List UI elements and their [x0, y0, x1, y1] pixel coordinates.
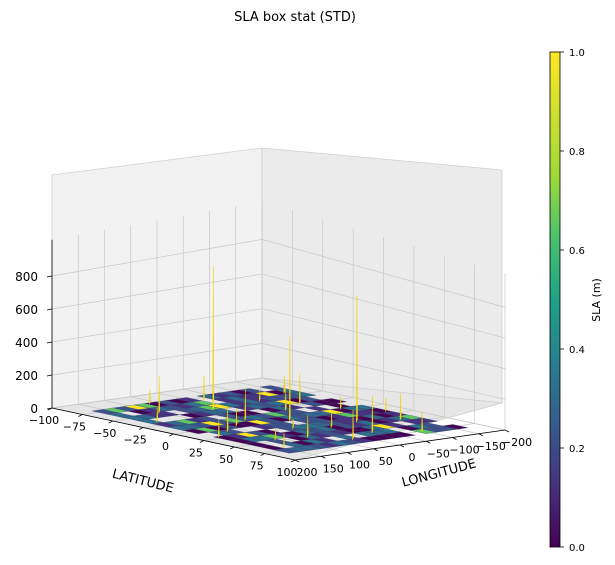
colorbar-tick-label: 0.8 [569, 147, 585, 158]
x-tick-mark [230, 446, 235, 450]
surface-peak [385, 398, 387, 412]
colorbar-ticks: 0.0 0.2 0.4 0.6 0.8 1.0 [560, 48, 585, 554]
surface-peak [235, 409, 238, 427]
colorbar-tick-label: 0.2 [569, 444, 585, 455]
y-tick-label: 200 [297, 466, 318, 479]
y-tick-label: −50 [427, 447, 450, 460]
y-tick-mark [504, 429, 510, 433]
surface-peak [212, 266, 215, 411]
z-tick-mark [46, 374, 53, 377]
z-tick-label: 800 [15, 270, 38, 284]
surface-peak [292, 419, 294, 430]
surface-peak [339, 396, 342, 410]
surface-peaks [148, 266, 423, 448]
y-tick-label: −150 [476, 440, 506, 453]
x-axis-label: LATITUDE [111, 467, 176, 497]
y-tick-mark [478, 433, 483, 437]
x-tick-label: −50 [93, 427, 116, 440]
surface-peak [283, 375, 286, 394]
z-tick-mark [46, 407, 53, 410]
wall-grid-line [51, 377, 506, 431]
x-tick-label: −25 [124, 434, 147, 447]
x-tick-label: −75 [63, 421, 86, 434]
y-tick-mark [399, 444, 405, 448]
surface-peak [244, 387, 247, 421]
y-tick-label: 100 [349, 459, 370, 472]
x-tick-label: 0 [162, 440, 169, 453]
surface-peak [298, 373, 301, 405]
y-tick-label: 50 [379, 455, 393, 468]
wall-grid-line [51, 273, 506, 339]
wall-grid-line [51, 308, 506, 369]
axes: −100 −75 −50 −25 0 25 50 75 100 200 150 100 50 0 −50 −1… [15, 239, 532, 479]
colorbar-tick-label: 0.0 [569, 543, 585, 554]
wall-grid-line [51, 239, 506, 308]
x-tick-mark [169, 433, 174, 437]
surface-cell [183, 428, 209, 434]
surface-peak [258, 390, 261, 402]
surface-peak [284, 388, 287, 411]
x-tick-mark [199, 440, 205, 443]
surface-cell [274, 448, 301, 454]
y-tick-label: −100 [449, 444, 479, 457]
surface-peak [148, 389, 151, 405]
z-tick-label: 600 [15, 303, 38, 317]
y-tick-mark [452, 437, 457, 440]
y-tick-mark [321, 455, 326, 459]
surface-peak [203, 375, 205, 401]
surface-cell [410, 428, 437, 434]
surface-peak [289, 336, 291, 422]
surface-peak [283, 433, 285, 448]
y-tick-label: 0 [409, 451, 416, 464]
surface-peak [330, 411, 333, 429]
colorbar [549, 51, 561, 548]
surface-peak [306, 415, 309, 438]
surface-peak [356, 296, 358, 423]
y-tick-label: −200 [502, 436, 532, 449]
surface-peak [399, 393, 402, 421]
colorbar-tick-label: 0.6 [569, 246, 585, 257]
x-tick-label: 75 [250, 460, 264, 473]
chart-title: SLA box stat (STD) [234, 10, 356, 25]
y-tick-mark [426, 440, 431, 444]
wall-grid-line [51, 342, 506, 400]
surface-peak [352, 409, 354, 441]
x-tick-mark [138, 427, 144, 430]
back-right-pane [261, 147, 503, 404]
surface-peak [217, 419, 220, 438]
x-tick-mark [108, 420, 113, 424]
colorbar-label: SLA (m) [590, 278, 603, 322]
x-tick-mark [290, 459, 296, 463]
surface-peak [226, 407, 229, 433]
x-tick-label: 100 [277, 466, 298, 479]
z-tick-mark [46, 308, 53, 311]
x-tick-mark [78, 414, 83, 417]
surface-floor [92, 385, 469, 454]
surface-peak [156, 406, 159, 423]
colorbar-tick-label: 0.4 [569, 345, 585, 356]
y-tick-label: 150 [323, 462, 344, 475]
x-tick-label: 50 [219, 453, 233, 466]
y-tick-mark [294, 459, 300, 463]
colorbar-tick-label: 1.0 [569, 48, 585, 59]
surface-peak [158, 376, 160, 414]
z-tick-label: 400 [15, 336, 38, 350]
z-tick-mark [46, 275, 53, 278]
y-tick-mark [373, 448, 378, 452]
x-tick-label: −100 [29, 414, 59, 427]
x-tick-label: 25 [189, 447, 203, 460]
surface-peak [274, 429, 277, 441]
z-tick-mark [46, 341, 53, 344]
surface-peak [371, 396, 374, 434]
z-tick-label: 0 [30, 402, 38, 416]
x-tick-mark [260, 453, 265, 456]
y-tick-mark [347, 452, 352, 455]
z-tick-label: 200 [15, 369, 38, 383]
surface-peak [421, 412, 423, 433]
